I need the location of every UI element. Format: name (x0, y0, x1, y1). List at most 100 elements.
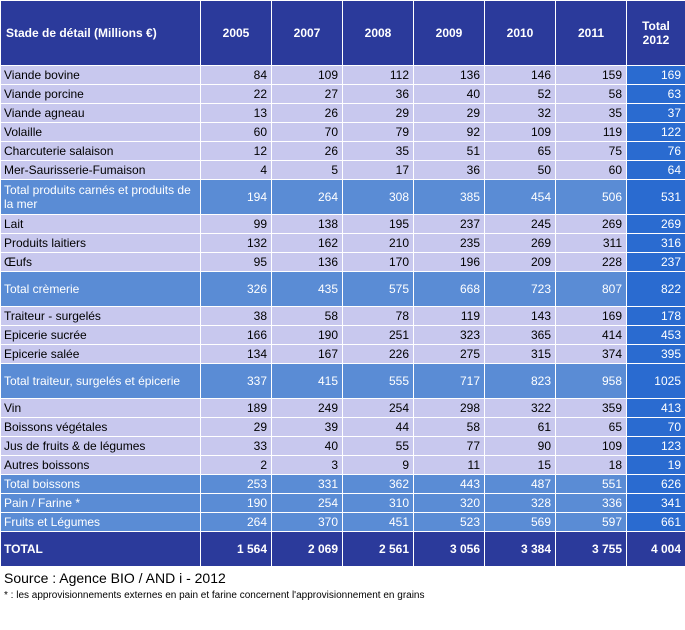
value-cell: 326 (200, 271, 272, 307)
year-header: 2005 (200, 0, 272, 66)
value-cell: 40 (413, 84, 485, 104)
value-cell: 245 (484, 214, 556, 234)
total-cell: 123 (626, 436, 685, 456)
table-row: Jus de fruits & de légumes 33 40 55 77 90 109 1… (0, 436, 685, 456)
row-label: Viande bovine (0, 65, 201, 85)
value-cell: 136 (271, 252, 343, 272)
total-cell: 316 (626, 233, 685, 253)
value-cell: 2 561 (342, 531, 414, 567)
value-cell: 451 (342, 512, 414, 532)
row-label: Traiteur - surgelés (0, 306, 201, 326)
value-cell: 414 (555, 325, 627, 345)
value-cell: 78 (342, 306, 414, 326)
table-body: Viande bovine 84 109 112 136 146 159 169 Viande … (0, 65, 685, 567)
value-cell: 597 (555, 512, 627, 532)
total-cell: 64 (626, 160, 685, 180)
value-cell: 44 (342, 417, 414, 437)
table-row: Epicerie salée 134 167 226 275 315 374 395 (0, 344, 685, 364)
row-label: Fruits et Légumes (0, 512, 201, 532)
value-cell: 11 (413, 455, 485, 475)
value-cell: 136 (413, 65, 485, 85)
value-cell: 52 (484, 84, 556, 104)
value-cell: 18 (555, 455, 627, 475)
year-header: 2011 (555, 0, 627, 66)
value-cell: 79 (342, 122, 414, 142)
row-label: Total produits carnés et produits de la … (0, 179, 201, 215)
value-cell: 36 (413, 160, 485, 180)
value-cell: 194 (200, 179, 272, 215)
value-cell: 443 (413, 474, 485, 494)
value-cell: 374 (555, 344, 627, 364)
value-cell: 162 (271, 233, 343, 253)
value-cell: 195 (342, 214, 414, 234)
total-cell: 122 (626, 122, 685, 142)
value-cell: 555 (342, 363, 414, 399)
value-cell: 269 (555, 214, 627, 234)
value-cell: 435 (271, 271, 343, 307)
header-label: Stade de détail (Millions €) (0, 0, 201, 66)
value-cell: 99 (200, 214, 272, 234)
total-header-line2: 2012 (642, 33, 670, 47)
value-cell: 119 (413, 306, 485, 326)
table-row: Traiteur - surgelés 38 58 78 119 143 169 178 (0, 306, 685, 326)
value-cell: 365 (484, 325, 556, 345)
value-cell: 337 (200, 363, 272, 399)
value-cell: 29 (413, 103, 485, 123)
value-cell: 60 (555, 160, 627, 180)
value-cell: 226 (342, 344, 414, 364)
table-row: Vin 189 249 254 298 322 359 413 (0, 398, 685, 418)
value-cell: 170 (342, 252, 414, 272)
subtotal-row: Total traiteur, surgelés et épicerie 337 4… (0, 363, 685, 399)
value-cell: 331 (271, 474, 343, 494)
total-cell: 413 (626, 398, 685, 418)
value-cell: 65 (484, 141, 556, 161)
value-cell: 823 (484, 363, 556, 399)
value-cell: 575 (342, 271, 414, 307)
subtotal-row: Total boissons 253 331 362 443 487 551 626 (0, 474, 685, 494)
value-cell: 370 (271, 512, 343, 532)
row-label: Produits laitiers (0, 233, 201, 253)
value-cell: 668 (413, 271, 485, 307)
row-label: Volaille (0, 122, 201, 142)
value-cell: 249 (271, 398, 343, 418)
footnote-text: * : les approvisionnements externes en p… (4, 590, 425, 601)
row-label: Lait (0, 214, 201, 234)
value-cell: 60 (200, 122, 272, 142)
value-cell: 251 (342, 325, 414, 345)
value-cell: 2 (200, 455, 272, 475)
value-cell: 26 (271, 141, 343, 161)
value-cell: 415 (271, 363, 343, 399)
row-label: Œufs (0, 252, 201, 272)
value-cell: 13 (200, 103, 272, 123)
table-row: Boissons végétales 29 39 44 58 61 65 70 (0, 417, 685, 437)
value-cell: 70 (271, 122, 343, 142)
total-header-line1: Total (642, 19, 670, 33)
value-cell: 275 (413, 344, 485, 364)
value-cell: 138 (271, 214, 343, 234)
row-label: Charcuterie salaison (0, 141, 201, 161)
value-cell: 112 (342, 65, 414, 85)
value-cell: 253 (200, 474, 272, 494)
value-cell: 210 (342, 233, 414, 253)
total-cell: 626 (626, 474, 685, 494)
year-header: 2007 (271, 0, 343, 66)
value-cell: 523 (413, 512, 485, 532)
value-cell: 362 (342, 474, 414, 494)
table-row: Viande agneau 13 26 29 29 32 35 37 (0, 103, 685, 123)
total-cell: 76 (626, 141, 685, 161)
value-cell: 143 (484, 306, 556, 326)
value-cell: 269 (484, 233, 556, 253)
row-label: Epicerie sucrée (0, 325, 201, 345)
value-cell: 320 (413, 493, 485, 513)
total-cell: 178 (626, 306, 685, 326)
table-row: Viande bovine 84 109 112 136 146 159 169 (0, 65, 685, 85)
value-cell: 3 (271, 455, 343, 475)
subtotal-row: Total produits carnés et produits de la … (0, 179, 685, 215)
value-cell: 167 (271, 344, 343, 364)
value-cell: 35 (342, 141, 414, 161)
value-cell: 40 (271, 436, 343, 456)
total-cell: 269 (626, 214, 685, 234)
value-cell: 75 (555, 141, 627, 161)
total-header: Total 2012 (626, 0, 685, 66)
table-row: Mer-Saurisserie-Fumaison 4 5 17 36 50 60 64 (0, 160, 685, 180)
